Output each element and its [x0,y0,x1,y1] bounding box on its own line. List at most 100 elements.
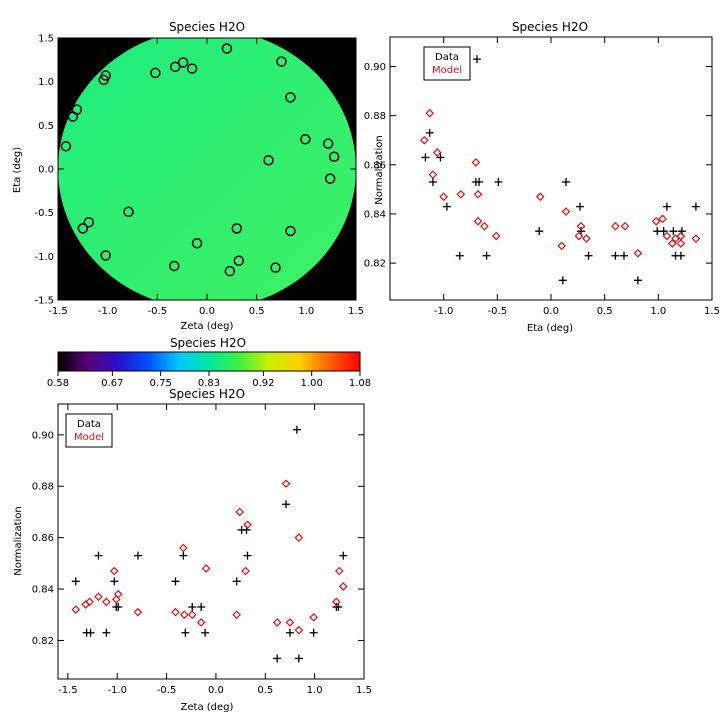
zeta-plot-model-point [281,479,291,489]
zeta-plot-model-point [294,533,304,542]
eta-plot-model-point [676,231,686,241]
fiber-position-marker [60,141,72,152]
fiber-position-marker [191,237,203,249]
field-map-ytick-label: -1.0 [34,252,54,263]
zeta-plot-ytick-label: 0.88 [32,482,54,493]
zeta-plot-data-point [282,500,291,509]
eta-plot-data-point [659,227,668,236]
field-map-xtick-label: -0.5 [148,306,168,317]
eta-plot-ytick-label: 0.84 [364,209,386,220]
zeta-plot-data-point [133,551,142,560]
zeta-plot-data-point [339,551,348,560]
eta-plot-model-point [473,216,483,226]
eta-plot-model-point [582,234,591,243]
zeta-plot-data-point [232,577,241,586]
eta-plot-data-point [669,227,678,236]
zeta-plot-model-point [71,605,81,614]
fiber-position-marker [123,206,134,218]
fiber-position-marker [221,43,233,54]
zeta-plot-data-point [171,577,180,586]
field-map-ytick-label: 0.5 [38,121,54,132]
eta-plot-ytick-label: 0.90 [364,62,386,73]
zeta-plot-model-point [85,597,94,607]
fiber-position-marker [224,265,236,277]
eta-plot-data-point [436,153,445,162]
eta-plot-data-point [442,202,451,211]
zeta-plot-model-point [201,564,211,573]
zeta-plot-data-point [188,603,197,612]
field-map-xtick-label: 0.0 [199,306,215,317]
zeta-plot-model-point [332,597,341,607]
colorbar-tick-label: 1.08 [349,378,371,389]
zeta-plot-title: Species H2O [169,387,245,401]
fiber-position-marker [186,63,198,74]
eta-plot-model-point [667,239,677,248]
eta-legend-model: Model [432,65,462,76]
zeta-plot-model-point [113,589,123,599]
fiber-position-marker [77,223,89,234]
eta-plot-xtick-label: 1.0 [650,306,666,317]
fiber-position-marker [231,223,243,234]
eta-plot-data-point [562,178,571,187]
zeta-plot-model-point [285,618,295,627]
eta-plot-ylabel: Normalization [374,135,385,205]
eta-legend-box [423,46,471,81]
eta-plot-data-point [455,251,464,260]
eta-plot-model-point [491,231,501,241]
fiber-position-marker [150,67,161,79]
field-map-ytick-label: 0.0 [38,165,54,176]
zeta-plot-data-point [71,577,80,586]
eta-plot-ytick-label: 0.82 [364,259,386,270]
zeta-plot-data-point [181,628,190,637]
zeta-plot-xtick-label: 1.5 [356,685,372,696]
zeta-plot-data-point [179,551,188,560]
fiber-position-marker [285,92,296,103]
zeta-plot-model-point [196,618,206,627]
zeta-plot-ytick-label: 0.82 [32,636,54,647]
zeta-plot-data-point [292,425,301,434]
field-map-ytick-label: 1.0 [38,77,54,88]
zeta-plot-model-point [309,612,319,622]
eta-plot-model-point [471,158,481,167]
colorbar-tick-label: 0.58 [47,378,69,389]
zeta-plot-xtick-label: 0.5 [257,685,273,696]
zeta-plot-xtick-label: 0.0 [208,685,224,696]
zeta-plot-model-point [334,566,344,576]
zeta-normalization-panel: Species H2O Zeta (deg) Normalization -1.… [13,387,372,713]
zeta-plot-model-point [171,607,180,617]
colorbar-title: Species H2O [170,336,246,350]
zeta-plot-data-point [273,654,282,663]
zeta-plot-ytick-label: 0.84 [32,585,54,596]
zeta-plot-frame [57,403,365,680]
eta-plot-model-point [576,221,586,231]
eta-plot-model-point [633,248,643,258]
eta-plot-model-point [561,207,571,216]
zeta-plot-xtick-label: -1.0 [107,685,127,696]
zeta-plot-model-point [94,592,103,602]
zeta-plot-xtick-label: -0.5 [157,685,177,696]
field-map-xtick-label: 1.0 [298,306,314,317]
zeta-plot-model-point [187,610,197,620]
colorbar-tick-label: 1.00 [301,378,323,389]
field-map-xtick-label: 0.5 [249,306,265,317]
eta-plot-model-point [432,148,442,157]
eta-plot-data-point [472,55,481,64]
field-disk [58,38,356,300]
zeta-legend-box [65,413,113,448]
fiber-position-marker [285,225,296,237]
eta-plot-data-point [575,202,584,211]
eta-plot-model-point [574,231,584,241]
field-map-ytick-label: 1.5 [38,34,54,45]
fiber-position-marker [263,155,274,166]
eta-plot-data-point [428,178,437,187]
zeta-plot-xtick-label: -1.5 [58,685,78,696]
eta-plot-xtick-label: 1.5 [704,306,720,317]
fiber-position-marker [169,61,181,73]
zeta-plot-data-point [201,628,210,637]
field-map-xtick-label: -1.0 [98,306,118,317]
eta-plot-ytick-label: 0.88 [364,111,386,122]
field-map-title: Species H2O [169,20,245,34]
eta-plot-data-point [482,251,491,260]
eta-plot-model-point [658,214,667,224]
